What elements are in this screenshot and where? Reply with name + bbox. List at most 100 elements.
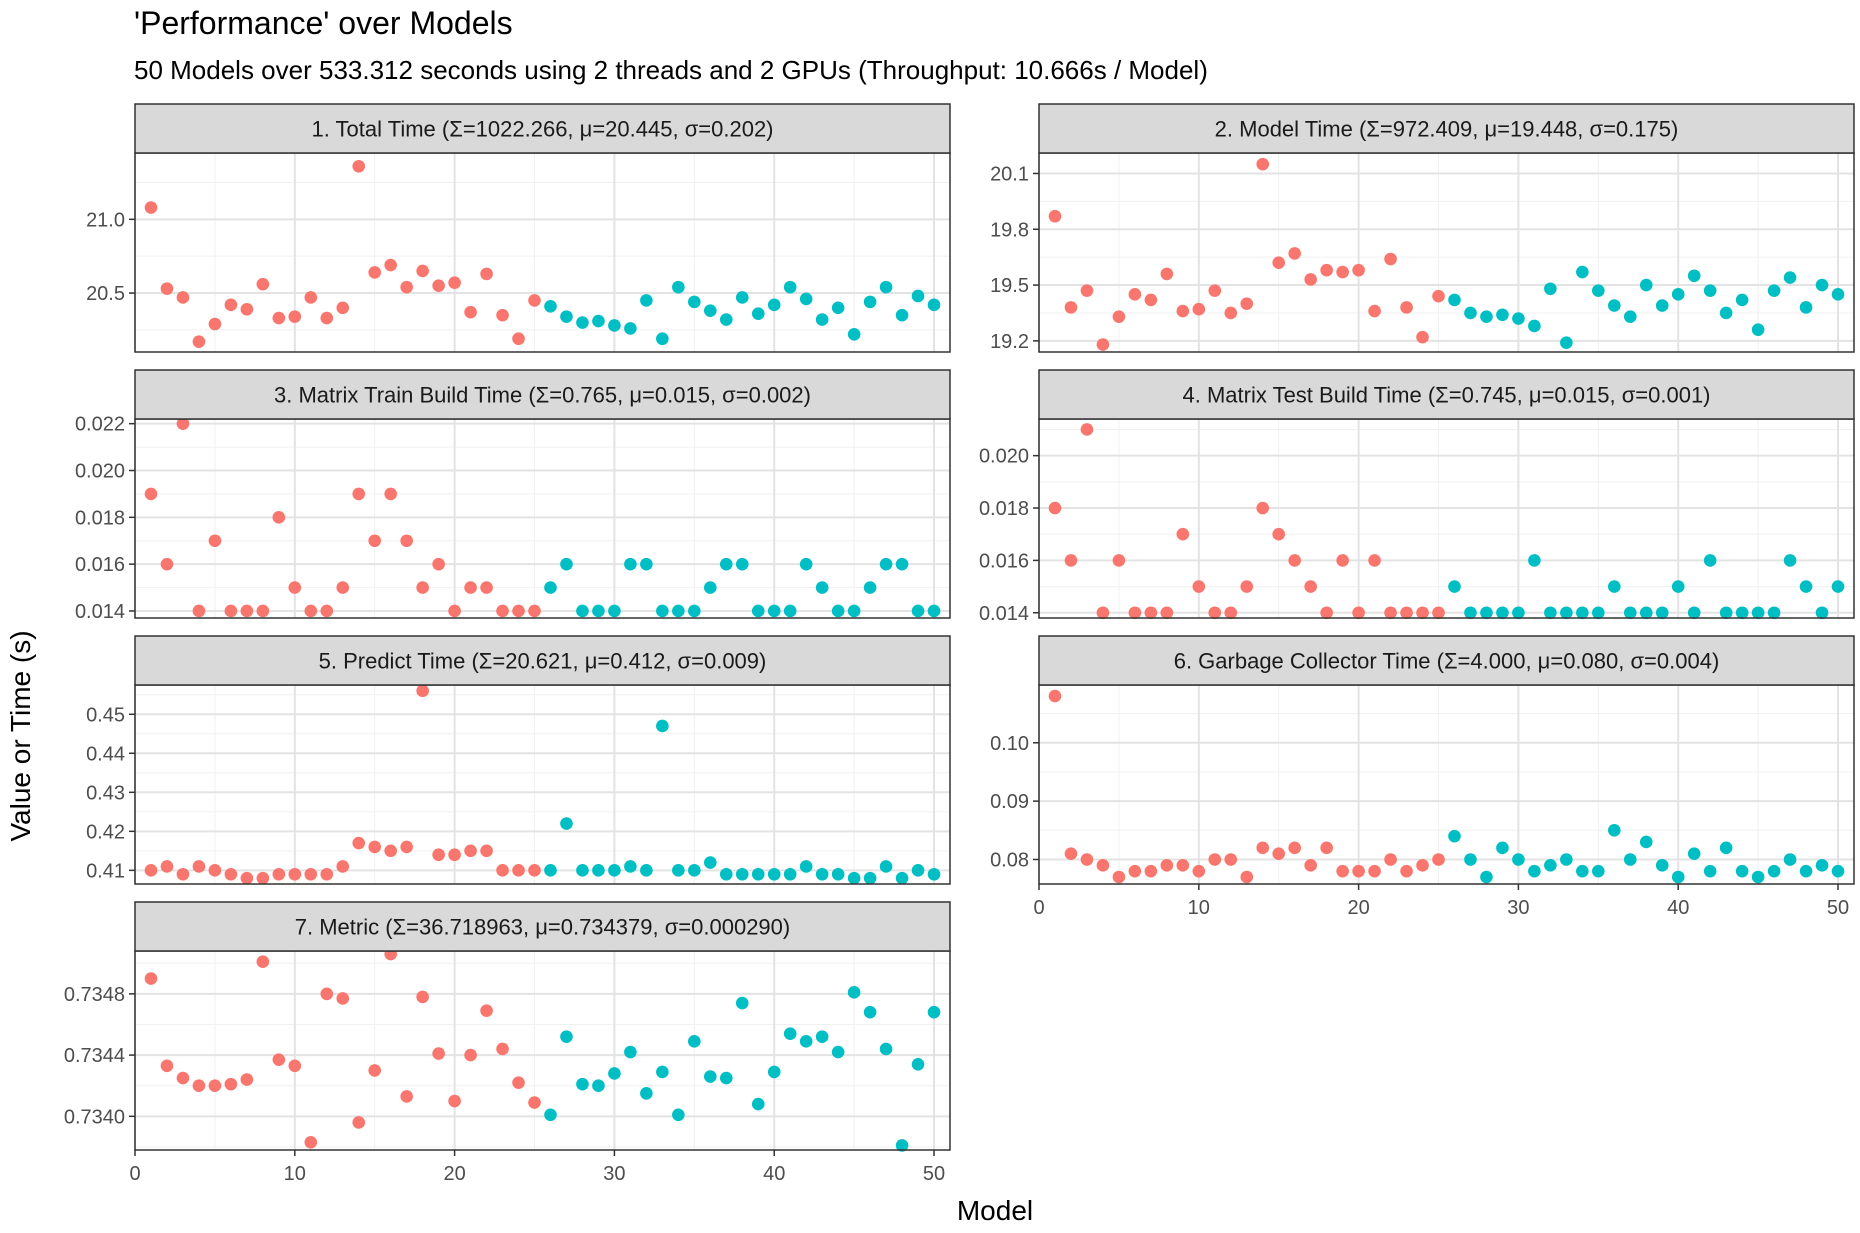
data-point — [1272, 847, 1286, 860]
data-point — [1592, 606, 1605, 620]
data-point — [1719, 841, 1733, 855]
data-point — [544, 581, 557, 594]
data-point — [496, 308, 509, 322]
data-point — [432, 1047, 445, 1060]
data-point — [895, 308, 909, 322]
data-point — [1048, 209, 1062, 223]
strip-label: 3. Matrix Train Build Time (Σ=0.765, μ=0… — [274, 383, 811, 408]
data-point — [432, 279, 445, 292]
y-tick-label: 0.020 — [979, 446, 1029, 468]
data-point — [1687, 847, 1701, 860]
data-point — [815, 581, 829, 594]
data-point — [256, 955, 270, 969]
data-point — [847, 871, 861, 885]
data-point — [1064, 301, 1078, 314]
data-point — [1799, 580, 1813, 593]
data-point — [703, 1070, 717, 1083]
data-point — [1799, 864, 1813, 878]
data-point — [751, 867, 765, 881]
data-point — [895, 1139, 909, 1152]
data-point — [831, 301, 845, 315]
data-point — [1799, 301, 1813, 314]
data-point — [1623, 310, 1637, 323]
y-tick-label: 0.44 — [86, 743, 125, 765]
x-tick-label: 0 — [129, 1163, 140, 1185]
data-point — [927, 604, 941, 618]
data-point — [1320, 606, 1333, 620]
data-point — [1272, 256, 1286, 270]
data-point — [272, 511, 286, 524]
x-tick-label: 40 — [763, 1163, 785, 1185]
data-point — [592, 864, 605, 877]
data-point — [863, 581, 877, 594]
data-point — [1192, 580, 1206, 593]
y-tick-label: 0.45 — [86, 704, 125, 726]
data-point — [735, 867, 749, 881]
data-point — [448, 276, 461, 290]
y-tick-label: 0.09 — [990, 791, 1029, 813]
data-point — [1240, 870, 1254, 884]
data-point — [224, 1077, 238, 1091]
data-point — [512, 1076, 525, 1089]
data-point — [1719, 306, 1733, 320]
data-point — [719, 557, 733, 571]
data-point — [1655, 859, 1669, 872]
data-point — [1400, 301, 1413, 314]
data-point — [336, 860, 350, 873]
data-point — [496, 864, 509, 877]
data-point — [608, 864, 621, 877]
strip-background — [134, 901, 951, 952]
data-point — [1687, 269, 1701, 283]
data-point — [1416, 606, 1429, 620]
data-point — [352, 487, 366, 501]
data-point — [320, 867, 334, 881]
data-point — [799, 292, 813, 306]
data-point — [1512, 853, 1525, 866]
data-point — [1208, 853, 1222, 866]
x-tick-label: 20 — [1347, 897, 1369, 919]
data-point — [624, 860, 637, 873]
data-point — [256, 277, 270, 291]
data-point — [1208, 606, 1222, 620]
x-tick-label: 0 — [1033, 897, 1044, 919]
data-point — [1528, 319, 1541, 333]
data-point — [1464, 306, 1477, 320]
data-point — [1480, 310, 1493, 323]
data-point — [1352, 263, 1365, 277]
strip-background — [1038, 369, 1855, 420]
y-tick-label: 0.022 — [75, 414, 125, 436]
data-point — [1208, 284, 1222, 297]
data-point — [911, 1057, 925, 1071]
data-point — [1160, 606, 1174, 620]
data-point — [544, 864, 557, 877]
data-point — [1368, 304, 1381, 318]
data-point — [224, 604, 238, 618]
data-point — [416, 684, 429, 698]
data-point — [1336, 265, 1349, 279]
data-point — [512, 604, 525, 618]
data-point — [672, 280, 685, 294]
data-point — [1528, 554, 1541, 567]
data-point — [1448, 293, 1461, 307]
data-point — [1480, 870, 1493, 884]
strip-label: 6. Garbage Collector Time (Σ=4.000, μ=0.… — [1174, 649, 1720, 674]
strip-background — [1038, 635, 1855, 686]
data-point — [911, 289, 925, 303]
data-point — [1080, 423, 1094, 436]
strip-label: 1. Total Time (Σ=1022.266, μ=20.445, σ=0… — [311, 117, 773, 142]
data-point — [895, 871, 909, 885]
data-point — [863, 295, 877, 309]
data-point — [144, 487, 158, 501]
data-point — [1224, 853, 1238, 866]
data-point — [1783, 554, 1797, 567]
data-point — [1751, 323, 1765, 336]
data-point — [336, 301, 350, 315]
data-point — [144, 972, 158, 985]
panel-3: 0.014 0.016 0.018 0.020 0.022 3. Matrix Train… — [75, 369, 951, 623]
x-tick-label: 10 — [284, 1163, 306, 1185]
facet-panels: 20.5 21.0 1. Total Time (Σ=1022.266, μ=20.… — [64, 103, 1855, 1185]
data-point — [480, 581, 493, 594]
data-point — [432, 557, 445, 571]
data-point — [1719, 606, 1733, 620]
data-point — [927, 1005, 941, 1019]
